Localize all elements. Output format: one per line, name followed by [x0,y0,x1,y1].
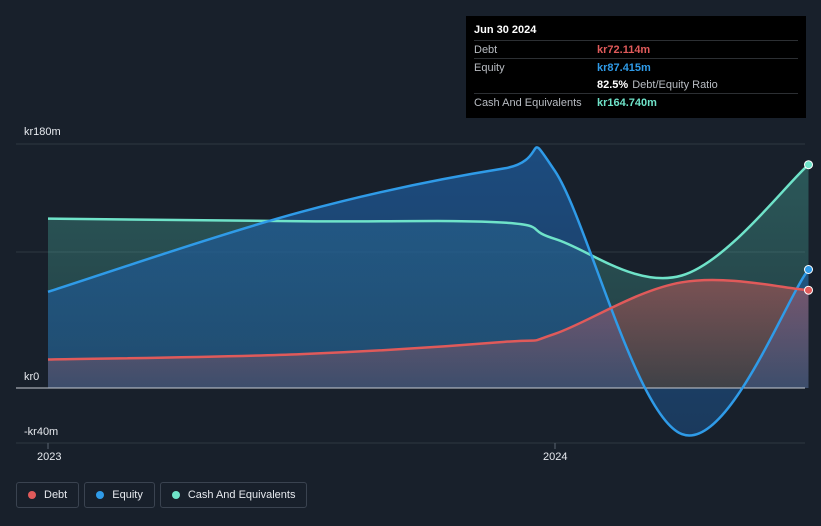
y-tick-label-top: kr180m [24,126,61,138]
legend-item-equity[interactable]: Equity [84,482,155,508]
debt-area [48,279,809,388]
tooltip-row-cash: Cash And Equivalents kr164.740m [474,93,798,111]
tooltip-equity-label: Equity [474,61,505,74]
debt-legend-dot-icon [28,491,36,499]
debt-end-marker [804,285,813,295]
tooltip-ratio-value: 82.5% [597,78,629,91]
tooltip-cash-value: kr164.740m [597,96,657,109]
legend-label-equity: Equity [112,489,143,501]
y-tick-label-zero: kr0 [24,371,39,383]
tooltip-row-debt: Debt kr72.114m [474,40,798,58]
tooltip-debt-label: Debt [474,43,498,56]
y-tick-label-bottom: -kr40m [24,426,58,438]
equity-line [47,146,810,437]
legend-label-cash: Cash And Equivalents [187,489,296,501]
tooltip-date: Jun 30 2024 [474,24,537,36]
cash-end-marker [804,160,813,170]
tooltip-row-equity: Equity kr87.415m [474,58,798,76]
legend-item-debt[interactable]: Debt [16,482,80,508]
legend-item-cash[interactable]: Cash And Equivalents [159,482,308,508]
tooltip-equity-value: kr87.415m [597,61,651,74]
tooltip-debt-value: kr72.114m [597,43,651,56]
equity-end-marker [804,265,813,274]
legend-label-debt: Debt [44,489,68,501]
cash-line [47,163,810,280]
tooltip-cash-label: Cash And Equivalents [474,96,582,109]
tooltip-row-ratio: 82.5% Debt/Equity Ratio [474,76,798,93]
debt-line [47,278,809,361]
x-tick-label-2023: 2023 [37,451,61,463]
x-tick-label-2024: 2024 [543,451,567,463]
cash-legend-dot-icon [171,491,180,499]
tooltip-ratio-label: Debt/Equity Ratio [632,78,718,91]
equity-legend-dot-icon [96,491,105,499]
legend: Debt Equity Cash And Equivalents [16,482,308,508]
data-tooltip: Jun 30 2024 Debt kr72.114m Equity kr87.4… [466,16,806,118]
